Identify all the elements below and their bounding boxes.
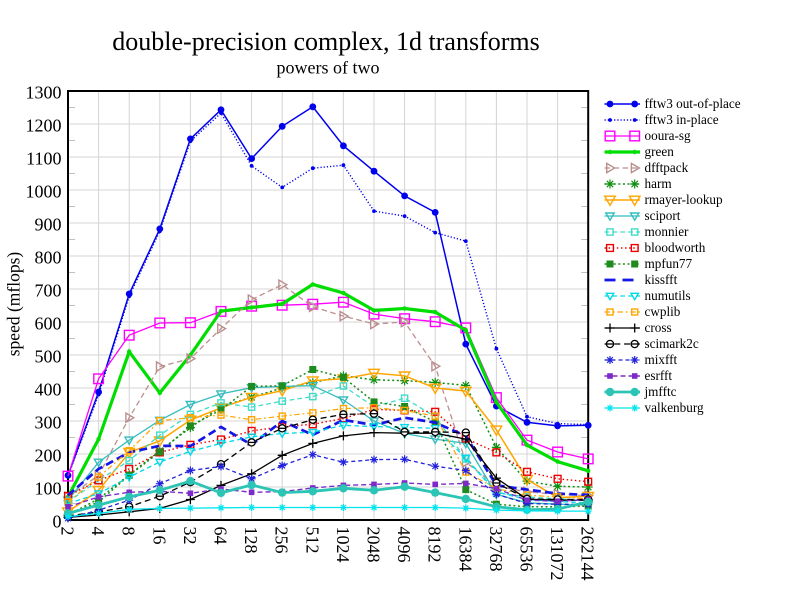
svg-text:1024: 1024	[333, 527, 353, 563]
svg-text:2048: 2048	[364, 527, 384, 563]
svg-text:bloodworth: bloodworth	[645, 240, 706, 255]
svg-text:green: green	[645, 144, 675, 159]
svg-text:300: 300	[35, 412, 62, 432]
svg-text:cwplib: cwplib	[645, 304, 681, 319]
svg-text:rmayer-lookup: rmayer-lookup	[645, 192, 724, 207]
svg-text:800: 800	[35, 247, 62, 267]
svg-text:jmfftc: jmfftc	[644, 384, 677, 399]
svg-text:512: 512	[302, 527, 322, 554]
svg-text:16384: 16384	[455, 527, 475, 572]
svg-text:262144: 262144	[578, 527, 598, 581]
svg-text:64: 64	[211, 527, 231, 545]
svg-text:900: 900	[35, 214, 62, 234]
svg-text:mpfun77: mpfun77	[645, 256, 693, 271]
svg-text:32: 32	[180, 527, 200, 545]
svg-text:cross: cross	[645, 320, 672, 335]
svg-text:8: 8	[119, 527, 139, 536]
svg-text:1100: 1100	[26, 148, 61, 168]
svg-text:monnier: monnier	[645, 224, 690, 239]
svg-text:valkenburg: valkenburg	[645, 400, 704, 415]
svg-text:1200: 1200	[26, 115, 62, 135]
svg-text:200: 200	[35, 445, 62, 465]
svg-text:2: 2	[58, 527, 78, 536]
svg-text:harm: harm	[645, 176, 673, 191]
svg-text:double-precision complex, 1d t: double-precision complex, 1d transforms	[112, 27, 539, 56]
svg-text:400: 400	[35, 379, 62, 399]
svg-text:4096: 4096	[394, 527, 414, 563]
svg-text:numutils: numutils	[645, 288, 691, 303]
svg-text:sciport: sciport	[645, 208, 681, 223]
svg-text:fftw3 in-place: fftw3 in-place	[645, 112, 719, 127]
svg-text:256: 256	[272, 527, 292, 554]
svg-text:128: 128	[241, 527, 261, 554]
svg-text:8192: 8192	[425, 527, 445, 563]
svg-text:fftw3 out-of-place: fftw3 out-of-place	[645, 96, 741, 111]
svg-text:esrfft: esrfft	[645, 368, 673, 383]
svg-text:500: 500	[35, 346, 62, 366]
svg-text:powers of two: powers of two	[277, 58, 380, 78]
svg-text:131072: 131072	[547, 527, 567, 581]
svg-text:speed (mflops): speed (mflops)	[4, 252, 24, 357]
svg-text:4: 4	[88, 527, 108, 536]
svg-text:700: 700	[35, 280, 62, 300]
svg-text:32768: 32768	[486, 527, 506, 572]
svg-text:0: 0	[53, 511, 62, 531]
svg-text:kissfft: kissfft	[645, 272, 678, 287]
svg-text:1300: 1300	[26, 82, 62, 102]
svg-text:65536: 65536	[517, 527, 537, 572]
svg-text:ooura-sg: ooura-sg	[645, 128, 692, 143]
svg-text:1000: 1000	[26, 181, 62, 201]
svg-text:100: 100	[35, 478, 62, 498]
svg-text:dfftpack: dfftpack	[645, 160, 689, 175]
svg-text:mixfft: mixfft	[645, 352, 678, 367]
svg-text:16: 16	[149, 527, 169, 545]
svg-text:scimark2c: scimark2c	[645, 336, 699, 351]
svg-text:600: 600	[35, 313, 62, 333]
